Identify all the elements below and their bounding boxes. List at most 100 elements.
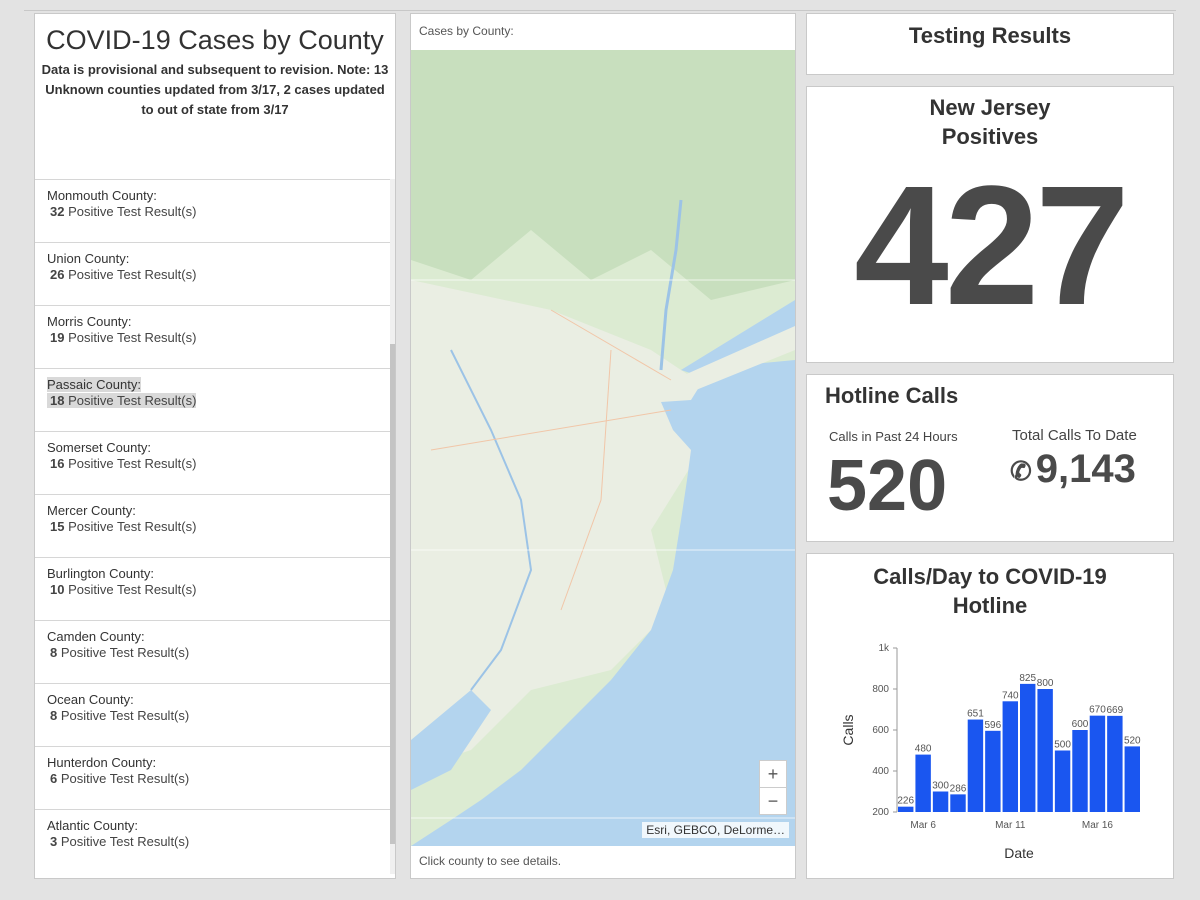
bar-data-label: 800 — [1037, 678, 1054, 689]
bar-data-label: 669 — [1107, 705, 1124, 716]
y-axis-title: Calls — [840, 714, 856, 745]
county-name: Ocean County: — [47, 692, 134, 707]
bar — [898, 806, 914, 812]
bar-data-label: 600 — [1072, 719, 1089, 730]
zoom-out-button[interactable]: − — [767, 791, 779, 811]
map-road — [430, 409, 672, 451]
map-attribution[interactable]: Esri, GEBCO, DeLorme… — [642, 822, 789, 838]
county-name: Mercer County: — [47, 503, 136, 518]
county-list-item[interactable]: Ocean County: 8 Positive Test Result(s) — [35, 683, 393, 746]
county-count-label: Positive Test Result(s) — [68, 582, 197, 597]
county-name: Atlantic County: — [47, 818, 139, 833]
positives-panel: New Jersey Positives 427 — [806, 86, 1174, 363]
bar — [967, 719, 984, 812]
bar-data-label: 825 — [1019, 673, 1036, 684]
bar — [1020, 683, 1036, 812]
positives-title-line2: Positives — [941, 124, 1039, 149]
bar-data-label: 480 — [915, 744, 932, 755]
county-list-item[interactable]: Mercer County: 15 Positive Test Result(s) — [35, 494, 393, 557]
county-count-label: Positive Test Result(s) — [68, 204, 197, 219]
list-scrollbar-thumb[interactable] — [390, 344, 395, 844]
county-count-label: Positive Test Result(s) — [68, 330, 197, 345]
county-list-item[interactable]: Morris County: 19 Positive Test Result(s) — [35, 305, 393, 368]
county-count-label: Positive Test Result(s) — [60, 771, 190, 786]
x-tick-label: Mar 16 — [1082, 820, 1114, 831]
bar — [932, 791, 949, 812]
county-count: 8 — [50, 645, 58, 660]
bar-data-label: 740 — [1002, 690, 1019, 701]
calls-chart-panel: Calls/Day to COVID-19 Hotline 200 400 600 8… — [806, 553, 1174, 879]
total-calls-value: 9,143 — [1035, 447, 1136, 491]
map-road — [550, 309, 672, 381]
calls-past-24-value: 520 — [827, 446, 948, 526]
bar-data-label: 670 — [1089, 705, 1106, 716]
total-calls-label: Total Calls To Date — [1012, 427, 1137, 444]
bar — [985, 730, 1001, 812]
chart-title-line2: Hotline — [952, 593, 1028, 618]
bar — [1072, 730, 1088, 812]
county-count-label: Positive Test Result(s) — [60, 708, 190, 723]
bar-data-label: 651 — [967, 709, 984, 720]
bar — [1002, 701, 1018, 812]
county-name: Passaic County: — [47, 377, 141, 392]
county-list-item[interactable]: Somerset County: 16 Positive Test Result(… — [35, 431, 393, 494]
bar-data-label: 286 — [950, 783, 967, 794]
county-count-label: Positive Test Result(s) — [60, 645, 190, 660]
hotline-title: Hotline Calls — [825, 383, 959, 408]
county-list-item[interactable]: Passaic County: 18 Positive Test Result(s… — [35, 368, 393, 431]
map-caption: Cases by County: — [419, 24, 514, 38]
county-name: Hunterdon County: — [47, 755, 157, 770]
hotline-panel: Hotline Calls Calls in Past 24 Hours Tot… — [806, 374, 1174, 542]
county-count-label: Positive Test Result(s) — [68, 519, 197, 534]
x-tick-label: Mar 11 — [995, 820, 1026, 831]
county-list-item[interactable]: Monmouth County: 32 Positive Test Result(… — [35, 179, 393, 242]
testing-results-title: Testing Results — [908, 23, 1072, 48]
county-name: Union County: — [47, 251, 130, 266]
zoom-in-button[interactable]: + — [760, 761, 786, 788]
county-count-label: Positive Test Result(s) — [68, 267, 197, 282]
y-tick-label: 600 — [872, 725, 889, 736]
bar — [1054, 750, 1071, 812]
map-panel: Cases by County: + − Esri, GEBCO, DeLorm… — [410, 13, 796, 879]
county-name: Somerset County: — [47, 440, 152, 455]
chart-title-line1: Calls/Day to COVID-19 — [873, 564, 1107, 589]
county-name: Camden County: — [47, 629, 145, 644]
map-road — [560, 349, 612, 611]
positives-value: 427 — [854, 151, 1130, 341]
county-list-item[interactable]: Burlington County: 10 Positive Test Resul… — [35, 557, 393, 620]
map-long-island — [673, 326, 795, 392]
map-ocean — [411, 360, 795, 846]
calls-past-24-label: Calls in Past 24 Hours — [829, 429, 958, 444]
county-list-item[interactable]: Hunterdon County: 6 Positive Test Result(… — [35, 746, 393, 809]
bar-data-label: 226 — [897, 796, 914, 807]
y-tick-label: 400 — [872, 766, 889, 777]
y-tick-label: 200 — [872, 807, 889, 818]
y-tick-label: 1k — [878, 643, 890, 654]
bar — [950, 794, 966, 812]
county-count: 15 — [50, 519, 65, 534]
county-count: 8 — [50, 708, 58, 723]
county-count: 16 — [50, 456, 65, 471]
zoom-control: + − — [759, 760, 787, 815]
county-count-label: Positive Test Result(s) — [68, 456, 197, 471]
top-bar — [24, 0, 1176, 11]
phone-icon: ✆ — [1010, 455, 1032, 486]
map-delaware-bay — [411, 690, 491, 790]
testing-results-panel: Testing Results — [806, 13, 1174, 75]
bar — [1124, 746, 1140, 812]
map-river — [450, 349, 533, 691]
county-count: 26 — [50, 267, 65, 282]
county-list-item[interactable]: Union County: 26 Positive Test Result(s) — [35, 242, 393, 305]
y-tick-label: 800 — [872, 684, 889, 695]
county-list-item[interactable]: Atlantic County: 3 Positive Test Result(s… — [35, 809, 393, 872]
map-canvas[interactable] — [411, 50, 795, 846]
bar-data-label: 300 — [932, 781, 949, 792]
positives-title-line1: New Jersey — [929, 95, 1051, 120]
county-name: Monmouth County: — [47, 188, 157, 203]
bar — [1089, 715, 1106, 812]
map-forest — [411, 50, 795, 300]
county-list-item[interactable]: Camden County: 8 Positive Test Result(s) — [35, 620, 393, 683]
map-footer: Click county to see details. — [419, 854, 562, 868]
bar — [1107, 715, 1123, 812]
